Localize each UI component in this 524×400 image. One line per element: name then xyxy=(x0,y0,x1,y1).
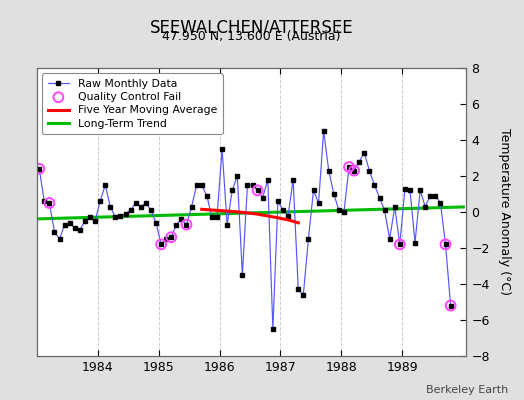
Raw Monthly Data xyxy=(321,129,327,134)
Raw Monthly Data xyxy=(376,195,383,200)
Five Year Moving Average xyxy=(280,216,286,221)
Raw Monthly Data xyxy=(36,166,42,171)
Quality Control Fail xyxy=(35,166,43,172)
Five Year Moving Average xyxy=(244,210,250,215)
Five Year Moving Average xyxy=(290,219,296,224)
Five Year Moving Average xyxy=(239,210,246,215)
Five Year Moving Average xyxy=(219,208,225,213)
Quality Control Fail xyxy=(254,187,262,194)
Line: Raw Monthly Data: Raw Monthly Data xyxy=(37,129,453,331)
Quality Control Fail xyxy=(182,222,191,228)
Five Year Moving Average xyxy=(234,210,241,214)
Five Year Moving Average xyxy=(259,213,266,218)
Quality Control Fail xyxy=(157,241,166,248)
Five Year Moving Average xyxy=(270,214,276,219)
Text: SEEWALCHEN/ATTERSEE: SEEWALCHEN/ATTERSEE xyxy=(150,18,353,36)
Raw Monthly Data xyxy=(270,326,276,331)
Five Year Moving Average xyxy=(255,212,261,216)
Raw Monthly Data xyxy=(153,220,159,225)
Quality Control Fail xyxy=(345,164,353,170)
Five Year Moving Average xyxy=(285,218,291,222)
Five Year Moving Average xyxy=(204,207,210,212)
Quality Control Fail xyxy=(350,167,358,174)
Quality Control Fail xyxy=(396,241,404,248)
Y-axis label: Temperature Anomaly (°C): Temperature Anomaly (°C) xyxy=(498,128,510,296)
Five Year Moving Average xyxy=(265,214,271,218)
Raw Monthly Data xyxy=(366,168,373,173)
Line: Five Year Moving Average: Five Year Moving Average xyxy=(202,209,298,223)
Five Year Moving Average xyxy=(224,209,230,214)
Five Year Moving Average xyxy=(229,209,235,214)
Five Year Moving Average xyxy=(275,215,281,220)
Raw Monthly Data xyxy=(148,208,154,213)
Five Year Moving Average xyxy=(214,208,220,213)
Raw Monthly Data xyxy=(229,188,235,193)
Quality Control Fail xyxy=(441,241,450,248)
Five Year Moving Average xyxy=(295,220,301,225)
Quality Control Fail xyxy=(45,200,53,206)
Five Year Moving Average xyxy=(249,211,256,216)
Quality Control Fail xyxy=(446,302,455,309)
Five Year Moving Average xyxy=(199,207,205,212)
Legend: Raw Monthly Data, Quality Control Fail, Five Year Moving Average, Long-Term Tren: Raw Monthly Data, Quality Control Fail, … xyxy=(42,74,223,134)
Raw Monthly Data xyxy=(133,201,139,206)
Five Year Moving Average xyxy=(209,208,215,212)
Text: Berkeley Earth: Berkeley Earth xyxy=(426,385,508,395)
Text: 47.950 N, 13.600 E (Austria): 47.950 N, 13.600 E (Austria) xyxy=(162,30,341,43)
Quality Control Fail xyxy=(167,234,176,240)
Raw Monthly Data xyxy=(447,303,454,308)
